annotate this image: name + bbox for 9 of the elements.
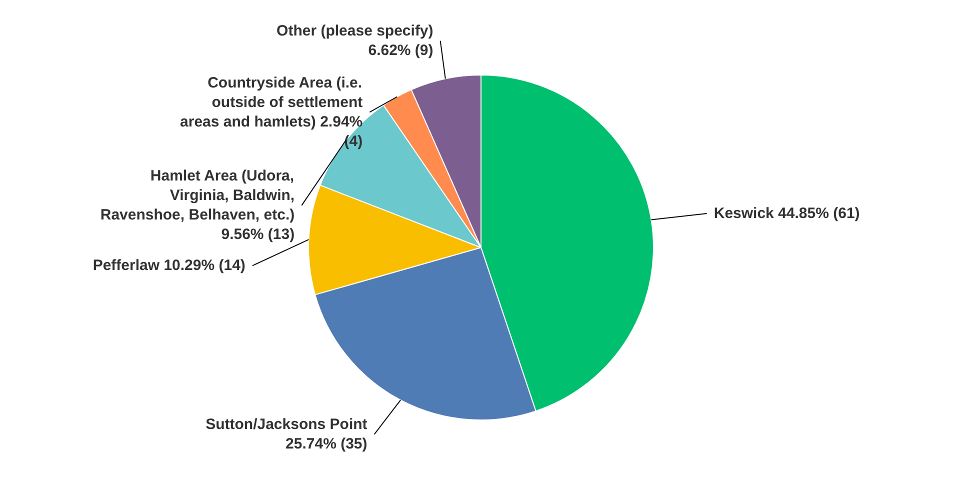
slice-label: Hamlet Area (Udora, Virginia, Baldwin, Ravenshoe, Belhaven, etc.) — [100, 168, 295, 224]
data-label: 6.62% (9) — [368, 42, 434, 60]
slice-label: Keswick 44.85% (61) — [714, 205, 860, 222]
slice-label: Pefferlaw 10.29% (14) — [92, 257, 246, 274]
slice-label: Countryside Area (i.e. outside of settlement areas and hamlets) 2.94% (4) — [180, 74, 363, 150]
data-label: 25.74% (35) — [286, 436, 368, 453]
slice-label: Other (please specify) — [276, 22, 434, 40]
slice-label: Sutton/Jacksons Point — [206, 416, 368, 434]
data-label: 9.56% (13) — [221, 226, 295, 244]
